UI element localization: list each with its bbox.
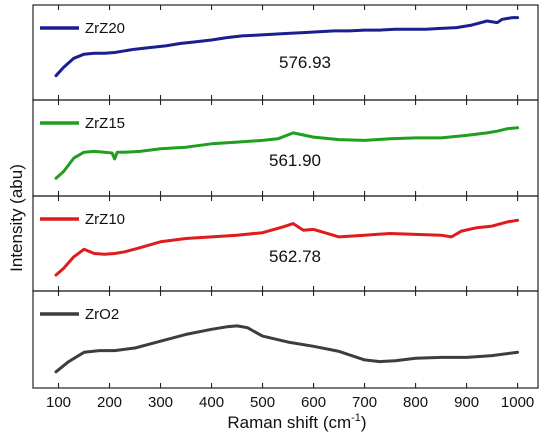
legend-label: ZrZ10 <box>85 211 125 228</box>
legend-label: ZrZ20 <box>85 20 125 37</box>
x-tick-label: 300 <box>148 394 173 411</box>
series-line-zro2 <box>54 324 520 374</box>
legend-label: ZrO2 <box>85 306 119 323</box>
panel-zrz15: ZrZ15 561.90 <box>32 99 539 197</box>
peak-annotation: 561.90 <box>269 151 321 170</box>
x-tick-label: 400 <box>199 394 224 411</box>
series-line-zrz10 <box>54 218 520 277</box>
panel-zrz20: ZrZ20 576.93 <box>32 4 539 101</box>
panels-group: ZrZ20 576.93 ZrZ15 561.90 ZrZ10 562.78 ZrO2 <box>32 4 539 389</box>
x-tick-label: 700 <box>352 394 377 411</box>
series-line-zrz15 <box>54 126 520 180</box>
panel-zrz10: ZrZ10 562.78 <box>32 195 539 292</box>
peak-annotation: 562.78 <box>269 247 321 266</box>
x-axis-ticks: 100 200 300 400 500 600 700 800 900 1000 <box>46 394 534 411</box>
panel-frame <box>32 290 539 389</box>
legend-label: ZrZ15 <box>85 115 125 132</box>
panel-zro2: ZrO2 <box>32 290 539 389</box>
x-tick-label: 600 <box>301 394 326 411</box>
x-tick-label: 900 <box>454 394 479 411</box>
y-axis-title: Intensity (abu) <box>7 164 26 272</box>
peak-annotation: 576.93 <box>279 53 331 72</box>
x-axis-title: Raman shift (cm-1) <box>227 412 366 432</box>
series-line-zrz20 <box>54 16 520 78</box>
x-tick-label: 800 <box>403 394 428 411</box>
x-tick-label: 100 <box>46 394 71 411</box>
x-tick-label: 500 <box>250 394 275 411</box>
x-tick-label: 1000 <box>501 394 534 411</box>
x-tick-label: 200 <box>97 394 122 411</box>
